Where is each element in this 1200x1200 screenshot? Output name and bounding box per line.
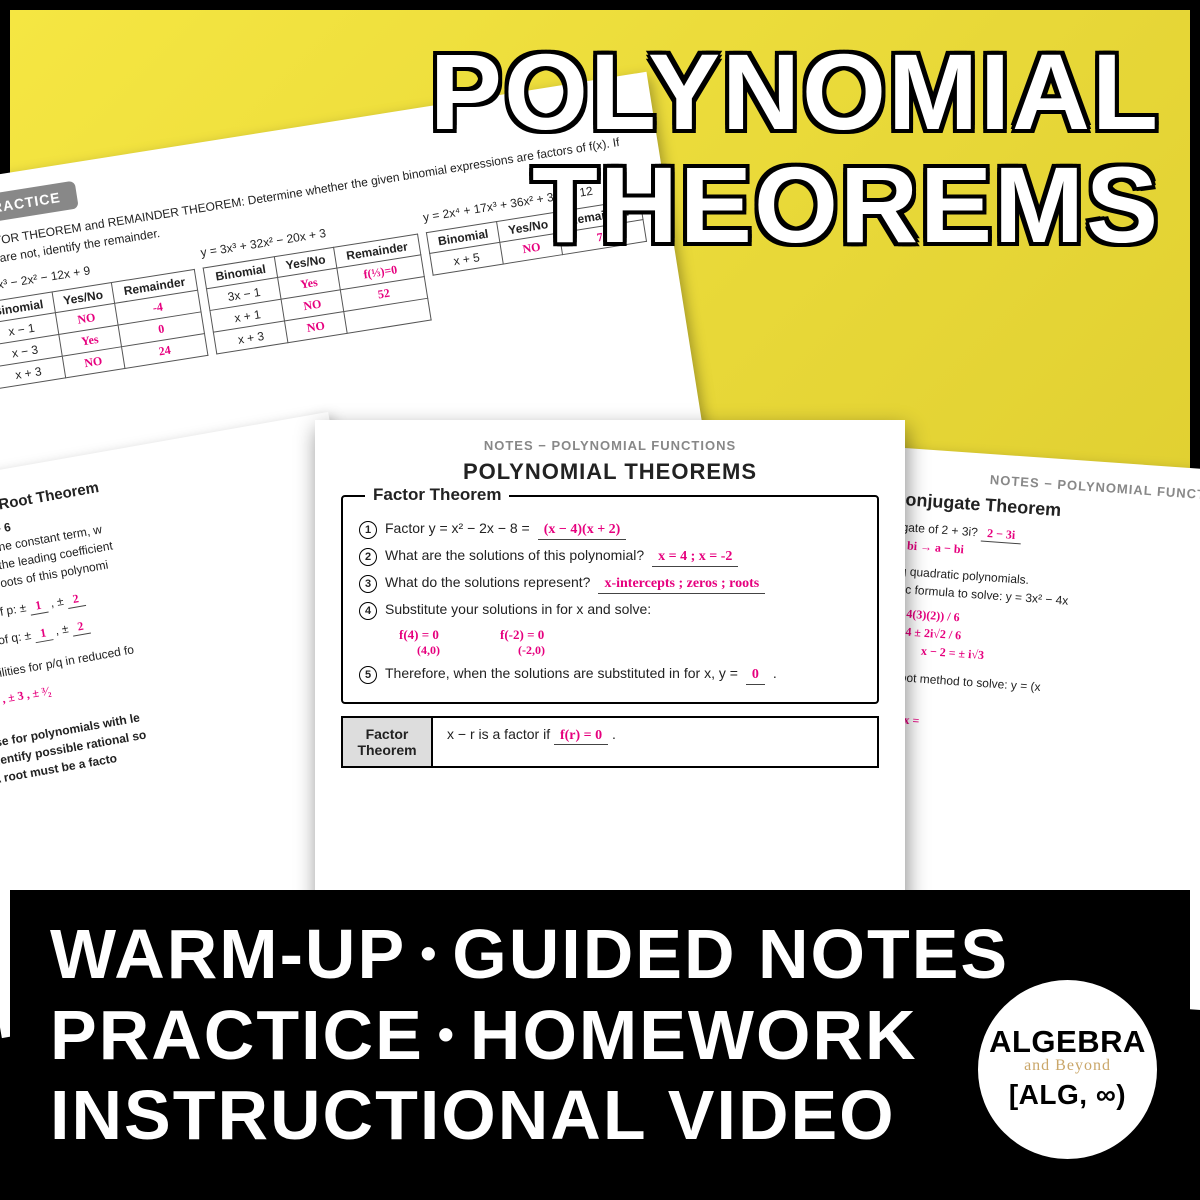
frame: PRACTICE FACTOR THEOREM and REMAINDER TH…: [10, 10, 1190, 1190]
factor-summary: Factor Theorem x − r is a factor if f(r)…: [341, 716, 879, 768]
bottom-line-1: WARM-UP•GUIDED NOTES: [50, 914, 1160, 995]
logo-line1: ALGEBRA: [989, 1028, 1146, 1056]
worksheet-main: NOTES − POLYNOMIAL FUNCTIONS POLYNOMIAL …: [315, 420, 905, 910]
logo-line2: and Beyond: [1024, 1057, 1111, 1075]
practice-pill: PRACTICE: [0, 181, 78, 226]
title-line2: THEOREMS: [430, 148, 1160, 261]
logo-line3: [ALG, ∞): [1009, 1079, 1126, 1111]
brand-logo: ALGEBRA and Beyond [ALG, ∞): [975, 977, 1160, 1162]
title-block: POLYNOMIAL THEOREMS: [430, 35, 1160, 262]
factor-theorem-box: Factor Theorem 1Factor y = x² − 2x − 8 =…: [341, 495, 879, 704]
title-line1: POLYNOMIAL: [430, 35, 1160, 148]
